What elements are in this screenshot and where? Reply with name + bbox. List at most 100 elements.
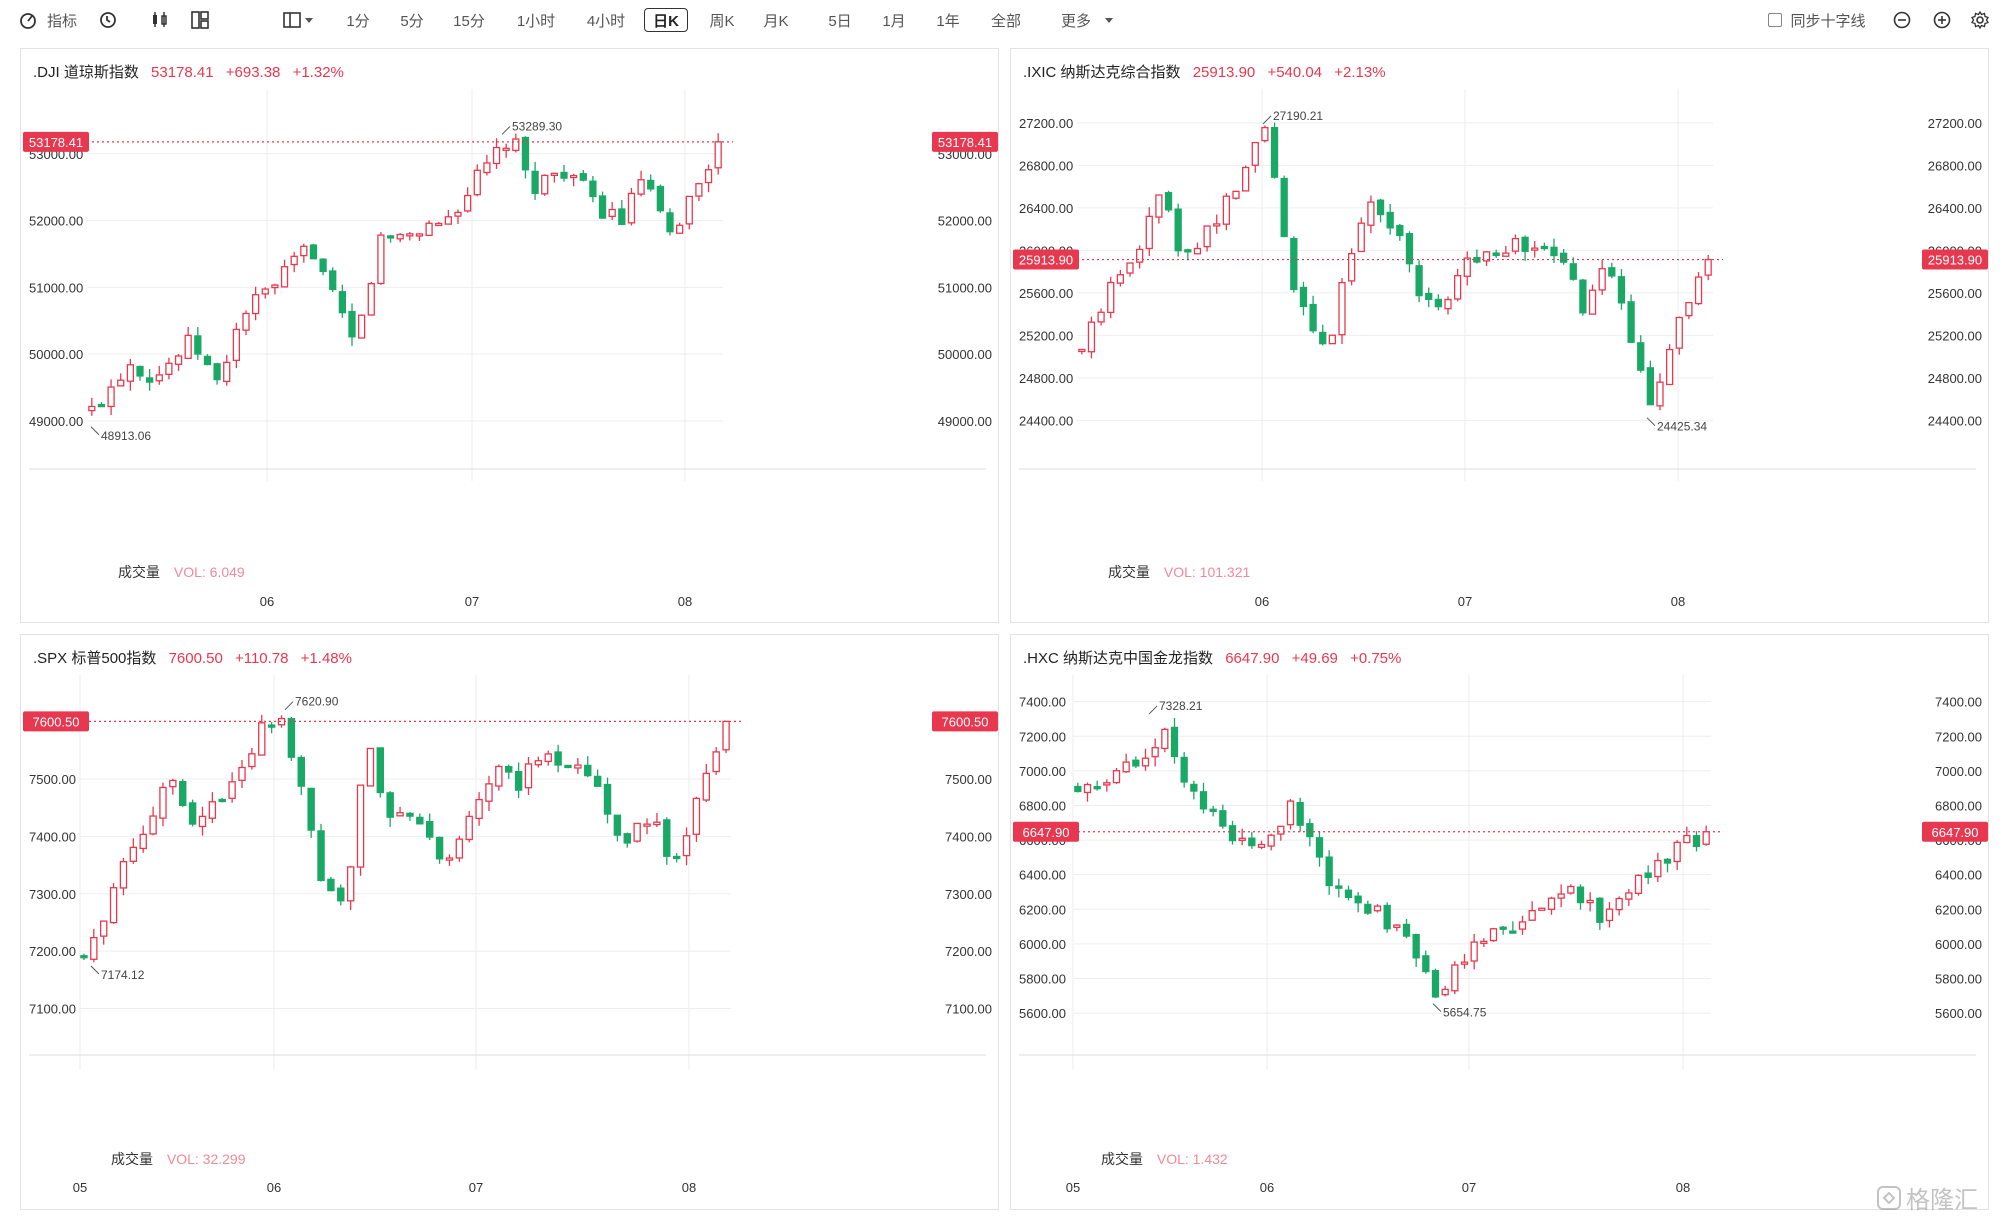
more-chevron-down-icon[interactable] [1102,10,1116,30]
volume-readout: 成交量 VOL: 101.321 [1108,562,1250,582]
period-1min[interactable]: 1分 [346,12,370,30]
candle [223,354,231,386]
candle [267,722,276,734]
candlestick-chart[interactable]: 7500.00 7500.00 7400.00 7400.00 7300.00 7300.… [21,635,1000,1211]
candle [463,187,472,213]
volume-value: VOL: 1.432 [1156,1151,1228,1167]
indicator-button[interactable]: 指标 [46,12,77,30]
candle [1199,782,1208,814]
candle [1193,242,1202,255]
candle [1644,865,1652,885]
last-price-tag-right: 6647.90 [1922,821,1988,842]
candle [475,792,483,826]
candle [560,164,568,182]
candle [1596,897,1604,930]
panel-ixic: .IXIC 纳斯达克综合指数 25913.90 +540.04 +2.13% 2… [1010,48,1989,623]
last-price-tag-left: 25913.90 [1013,249,1079,270]
candle [258,714,266,756]
candle [623,832,631,848]
candle [213,362,221,385]
layout-chevron-down-icon[interactable] [302,10,316,30]
candle [337,884,345,906]
x-tick-label: 07 [1458,594,1472,609]
y-tick-label-right: 7300.00 [945,887,992,902]
candle [251,286,260,321]
zoom-out-icon[interactable] [1892,10,1912,30]
candle [1531,241,1539,258]
period-15min[interactable]: 15分 [453,12,485,30]
settings-gear-icon[interactable] [1970,10,1990,30]
candle [1663,857,1672,873]
candle [682,827,691,866]
candle [1415,260,1423,303]
candle [633,822,641,843]
replay-icon[interactable] [98,10,118,30]
candle [1367,195,1375,234]
x-tick-label: 07 [465,594,479,609]
period-1hour[interactable]: 1小时 [516,12,556,30]
candle [663,817,671,865]
y-tick-label-right: 52000.00 [938,214,992,229]
volume-value: VOL: 6.049 [173,564,245,580]
candle [242,310,250,336]
watermark-logo: 格隆汇 [1876,1180,1978,1215]
candle [1473,249,1481,264]
y-tick-label-left: 7400.00 [1019,695,1066,710]
period-5min[interactable]: 5分 [400,12,424,30]
index-change: +110.78 [234,650,289,667]
period-4hour[interactable]: 4小时 [586,12,626,30]
index-name: .DJI 道琼斯指数 [33,64,139,81]
candle [1451,961,1459,995]
candle [1412,933,1420,967]
indicator-icon[interactable] [18,10,38,30]
candle [1151,738,1159,767]
last-price-tag-text: 25913.90 [1928,253,1982,268]
zoom-in-icon[interactable] [1932,10,1952,30]
y-tick-label-right: 26400.00 [1928,201,1982,216]
period-weekly[interactable]: 周K [709,12,735,30]
candle [238,759,246,788]
y-tick-label-right: 5600.00 [1935,1006,1982,1021]
candle [656,184,665,213]
candle [1393,924,1401,932]
candle [1576,884,1585,910]
period-1month[interactable]: 1月 [882,12,906,30]
crosshair-checkbox[interactable] [1768,13,1782,27]
candle [356,784,365,876]
y-tick-label-right: 7200.00 [1935,729,1982,744]
candle [1502,245,1510,257]
candle [261,287,269,299]
candle [169,778,177,795]
y-tick-label-left: 6000.00 [1019,937,1066,952]
candle [608,201,616,220]
candle [1625,888,1633,906]
period-monthly[interactable]: 月K [763,12,789,30]
last-price-tag-text: 6647.90 [1023,825,1070,840]
candle [1325,850,1333,895]
candlestick-type-icon[interactable] [150,10,170,30]
candlestick-chart[interactable]: 27200.00 27200.00 26800.00 26800.00 26400.00… [1011,49,1990,624]
candle [194,327,202,360]
period-1year[interactable]: 1年 [936,12,960,30]
candle [248,747,256,770]
crosshair-label[interactable]: 同步十字线 [1790,12,1866,30]
candle [179,779,187,807]
y-tick-label-right: 6800.00 [1935,798,1982,813]
candle [1540,242,1549,251]
period-all[interactable]: 全部 [990,12,1021,30]
candlestick-chart[interactable]: 7400.00 7400.00 7200.00 7200.00 7000.00 7000.… [1011,635,1990,1211]
candle [80,953,88,961]
candle [666,208,674,236]
more-button[interactable]: 更多 [1060,12,1091,30]
layout-grid-icon[interactable] [190,10,210,30]
period-5day[interactable]: 5日 [828,12,852,30]
y-tick-label-right: 6000.00 [1935,937,1982,952]
layout-columns-icon[interactable] [282,10,302,30]
candle [524,756,533,796]
candle [309,243,318,260]
candle [695,182,703,202]
x-tick-label: 08 [1671,594,1685,609]
period-daily[interactable]: 日K [644,8,688,32]
candle [1559,248,1568,265]
